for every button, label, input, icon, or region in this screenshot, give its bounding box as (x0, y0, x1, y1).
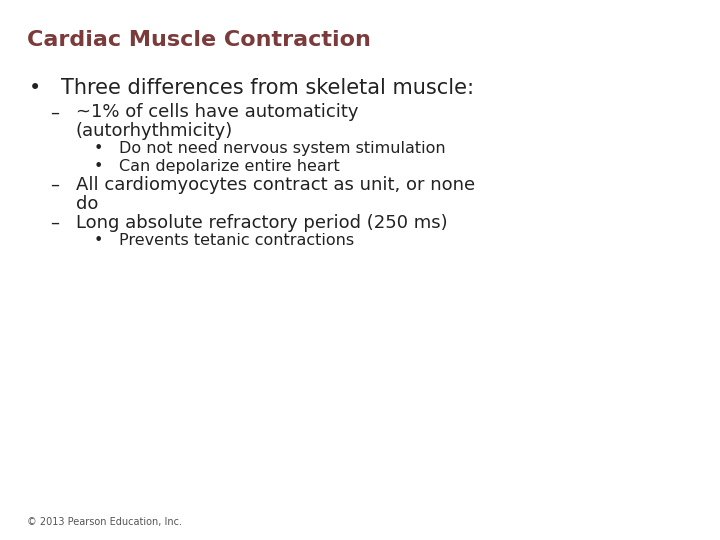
Text: © 2013 Pearson Education, Inc.: © 2013 Pearson Education, Inc. (27, 516, 182, 526)
Text: Cardiac Muscle Contraction: Cardiac Muscle Contraction (27, 30, 372, 50)
Text: Do not need nervous system stimulation: Do not need nervous system stimulation (119, 141, 446, 156)
Text: Can depolarize entire heart: Can depolarize entire heart (119, 159, 340, 173)
Text: •: • (29, 78, 41, 98)
Text: •: • (94, 233, 103, 247)
Text: –: – (50, 214, 60, 232)
Text: All cardiomyocytes contract as unit, or none: All cardiomyocytes contract as unit, or … (76, 176, 474, 194)
Text: •: • (94, 159, 103, 173)
Text: –: – (50, 176, 60, 194)
Text: Prevents tetanic contractions: Prevents tetanic contractions (119, 233, 354, 247)
Text: Three differences from skeletal muscle:: Three differences from skeletal muscle: (61, 78, 474, 98)
Text: Long absolute refractory period (250 ms): Long absolute refractory period (250 ms) (76, 214, 447, 232)
Text: –: – (50, 103, 60, 122)
Text: do: do (76, 195, 98, 213)
Text: •: • (94, 141, 103, 156)
Text: ~1% of cells have automaticity: ~1% of cells have automaticity (76, 103, 358, 122)
Text: (autorhythmicity): (autorhythmicity) (76, 122, 233, 140)
